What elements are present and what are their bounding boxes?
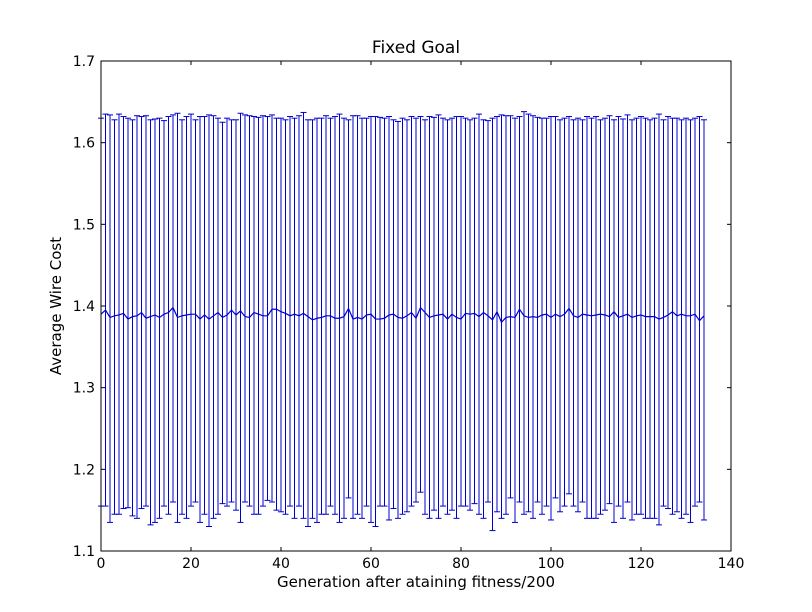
x-tick-label: 100 (538, 556, 565, 572)
y-axis-label: Average Wire Cost (47, 237, 65, 375)
y-tick-label: 1.5 (73, 217, 95, 233)
x-tick-label: 60 (362, 556, 380, 572)
x-axis-label: Generation after ataining fitness/200 (277, 573, 555, 591)
x-tick-label: 0 (97, 556, 106, 572)
y-tick-label: 1.6 (73, 136, 95, 152)
y-tick-label: 1.1 (73, 544, 95, 560)
mean-line (100, 306, 705, 324)
y-axis: 1.1 1.2 1.3 1.4 1.5 1.6 1.7 (73, 54, 731, 560)
x-axis: 0 20 40 60 80 100 120 140 (97, 61, 745, 572)
chart-title: Fixed Goal (372, 38, 460, 58)
y-tick-label: 1.7 (73, 54, 95, 70)
y-tick-label: 1.2 (73, 462, 95, 478)
x-tick-label: 80 (452, 556, 470, 572)
y-tick-label: 1.4 (73, 299, 95, 315)
plot-series-layer (98, 111, 707, 532)
x-tick-label: 140 (718, 556, 745, 572)
y-tick-label: 1.3 (73, 381, 95, 397)
x-tick-label: 20 (182, 556, 200, 572)
x-tick-label: 40 (272, 556, 290, 572)
x-tick-label: 120 (628, 556, 655, 572)
